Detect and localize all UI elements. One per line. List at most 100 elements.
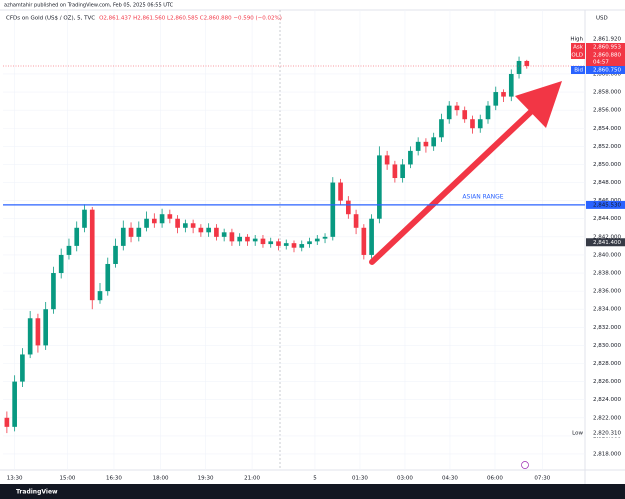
price-tag-name: Low xyxy=(572,431,583,437)
price-tag xyxy=(586,35,625,43)
price-tag-name-bg xyxy=(571,66,585,74)
price-tag xyxy=(586,66,625,74)
candle-body xyxy=(431,137,437,147)
candle-body xyxy=(470,119,475,129)
x-tick-label: 06:00 xyxy=(487,476,503,482)
candle-body xyxy=(128,227,134,237)
candle-body xyxy=(105,263,111,292)
candle-body xyxy=(12,381,17,427)
candle-body xyxy=(229,232,235,242)
candle-body xyxy=(260,238,266,245)
y-tick-label: 2,844.000 xyxy=(593,216,621,222)
candle-body xyxy=(175,218,180,228)
candle-body xyxy=(493,92,499,106)
y-tick-label: 2,852.000 xyxy=(593,144,621,150)
footer: TradingView xyxy=(16,489,58,496)
x-tick-label: 03:00 xyxy=(397,476,413,482)
y-tick-label: 2,858.000 xyxy=(593,90,621,96)
x-tick-label: 21:00 xyxy=(244,476,260,482)
x-tick-label: 18:00 xyxy=(153,476,169,482)
y-tick-label: 2,836.000 xyxy=(593,289,621,295)
y-tick-label: 2,824.000 xyxy=(593,397,621,403)
candle-body xyxy=(268,241,274,245)
grid xyxy=(3,10,585,470)
candle-body xyxy=(51,273,56,310)
candle-body xyxy=(43,309,49,346)
candle-body xyxy=(439,119,444,138)
candle-body xyxy=(136,227,142,237)
candle-body xyxy=(113,245,118,264)
candle-body xyxy=(159,214,165,224)
x-tick-label: 16:30 xyxy=(106,476,122,482)
price-tag-name: Ask xyxy=(573,45,584,51)
y-tick-label: 2,822.000 xyxy=(593,415,621,421)
candle-body xyxy=(524,60,530,67)
candle-body xyxy=(74,227,80,246)
candle-body xyxy=(400,164,405,179)
candle-body xyxy=(392,164,398,179)
candle-body xyxy=(183,223,188,228)
candle-body xyxy=(89,209,95,301)
candle-body xyxy=(307,241,312,245)
candle-body xyxy=(345,200,351,215)
price-tag-name-bg xyxy=(571,51,585,59)
candle-body xyxy=(151,218,157,224)
level-label: 2,845.530 xyxy=(593,202,621,208)
price-tag xyxy=(586,51,625,66)
y-tick-label: 2,832.000 xyxy=(593,325,621,331)
symbol: CFDs on Gold (US$ / OZ), 5, TVC xyxy=(6,16,95,22)
candle-body xyxy=(477,119,483,129)
candle-body xyxy=(462,110,468,120)
candle-body xyxy=(384,155,390,165)
candle-body xyxy=(97,291,103,301)
y-tick-label: 2,830.000 xyxy=(593,343,621,349)
footer-bar xyxy=(0,484,625,499)
currency: USD xyxy=(596,16,608,22)
candle-body xyxy=(322,236,328,239)
candle-body xyxy=(353,214,359,228)
candle-body xyxy=(206,227,211,233)
candle-body xyxy=(190,223,196,228)
candle-body xyxy=(338,182,343,201)
x-tick-label: 04:30 xyxy=(442,476,458,482)
x-tick-label: 15:00 xyxy=(59,476,75,482)
candle-body xyxy=(58,254,64,274)
price-tag-name: High xyxy=(570,37,583,43)
x-tick-label: 19:30 xyxy=(198,476,214,482)
x-tick-label: 13:30 xyxy=(7,476,23,482)
candle-body xyxy=(82,209,87,228)
price-tag-name: GOLD xyxy=(567,53,583,59)
candle-body xyxy=(237,236,243,242)
candle-body xyxy=(120,227,126,246)
price-tag-label: 2,820.310 xyxy=(593,431,621,437)
candle-body xyxy=(27,318,33,355)
level-tag xyxy=(586,200,625,209)
candle-body xyxy=(423,141,429,147)
x-tick-label: 5 xyxy=(313,476,317,482)
y-tick-label: 2,838.000 xyxy=(593,271,621,277)
candles xyxy=(4,56,530,434)
arrow-head xyxy=(515,81,562,128)
price-tag-label: 2,861.920 xyxy=(593,37,621,43)
y-tick-label: 2,848.000 xyxy=(593,180,621,186)
y-tick-label: 2,840.000 xyxy=(593,252,621,258)
y-tick-label: 2,818.000 xyxy=(593,451,621,457)
clock-icon xyxy=(521,461,529,469)
candle-body xyxy=(485,105,491,120)
price-tag-name: Bid xyxy=(574,68,583,74)
candle-body xyxy=(369,218,374,255)
candle-body xyxy=(276,241,281,246)
ohlc: O2,861.437 H2,861.560 L2,860.585 C2,860.… xyxy=(99,16,282,22)
price-tag-label: 2,860.880 xyxy=(593,53,621,59)
candle-body xyxy=(516,60,522,74)
candle-body xyxy=(252,238,258,242)
candle-body xyxy=(377,155,382,219)
price-tag-label: 2,860.953 xyxy=(593,45,621,51)
candle-body xyxy=(330,182,336,237)
candle-body xyxy=(283,243,289,246)
candle-body xyxy=(20,354,25,382)
candle-body xyxy=(291,243,297,248)
y-tick-label: 2,826.000 xyxy=(593,379,621,385)
